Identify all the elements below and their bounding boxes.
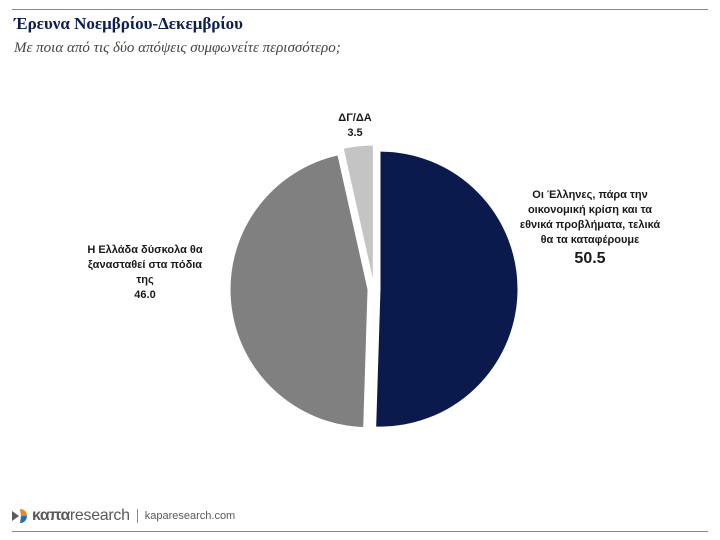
slice-value-optimists: 50.5 (574, 250, 606, 267)
slice-value-dk: 3.5 (347, 127, 363, 139)
logo-separator (136, 509, 138, 523)
slice-label-optimists: Οι Έλληνες, πάρα την οικονομική κρίση κα… (515, 188, 665, 267)
slice-label-pessimists: Η Ελλάδα δύσκολα θα ξανασταθεί στα πόδια… (80, 243, 210, 303)
page-subtitle: Με ποια από τις δύο απόψεις συμφωνείτε π… (14, 40, 341, 56)
slice-label-dk-text: ΔΓ/ΔΑ (338, 112, 372, 124)
bottom-rule (12, 531, 708, 532)
pie-slice-dk (342, 144, 374, 284)
top-rule (12, 9, 708, 10)
slice-value-pessimists: 46.0 (134, 289, 156, 301)
slice-label-optimists-text: Οι Έλληνες, πάρα την οικονομική κρίση κα… (519, 189, 661, 246)
logo-brand-research: research (69, 507, 130, 524)
logo-url: kaparesearch.com (144, 510, 236, 522)
kapa-research-logo: καπα research kaparesearch.com (10, 505, 235, 527)
kapa-logo-icon (12, 509, 27, 523)
slice-label-pessimists-text: Η Ελλάδα δύσκολα θα ξανασταθεί στα πόδια… (87, 244, 203, 286)
page-title: Έρευνα Νοεμβρίου-Δεκεμβρίου (14, 14, 243, 33)
logo-brand-kapa: καπα (32, 507, 70, 524)
pie-slice-pessimists (229, 154, 369, 429)
slice-label-dk: ΔΓ/ΔΑ 3.5 (330, 111, 380, 141)
pie-slice-optimists (375, 150, 519, 428)
